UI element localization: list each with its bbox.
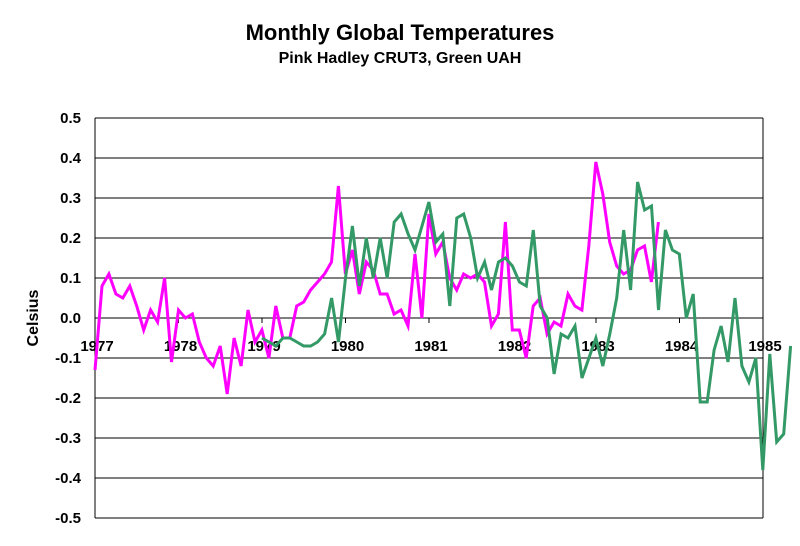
y-tick-label: 0.1 [60, 270, 81, 287]
y-tick-label: -0.4 [55, 470, 82, 487]
y-tick-label: 0.5 [60, 110, 81, 127]
gridlines [94, 117, 764, 519]
y-tick-label: 0.0 [60, 310, 81, 327]
y-tick-labels: 0.5 0.4 0.3 0.2 0.1 0.0 -0.1 -0.2 -0.3 -0.4 -0.5 [55, 110, 82, 527]
y-axis-title: Celsius [25, 289, 42, 346]
y-tick-label: -0.1 [55, 350, 81, 367]
x-tick-label: 1980 [331, 338, 364, 355]
y-tick-label: -0.5 [55, 510, 81, 527]
series-line-2 [261, 181, 793, 471]
y-tick-label: 0.3 [60, 190, 81, 207]
x-tick-labels: 1977 1978 1979 1980 1981 1982 1983 1984 1985 [80, 338, 781, 355]
x-tick-label: 1981 [414, 338, 447, 355]
y-tick-label: -0.3 [55, 430, 81, 447]
x-tick-label: 1984 [665, 338, 699, 355]
x-tick-label: 1985 [748, 338, 781, 355]
series-lines [93, 161, 793, 471]
y-tick-label: 0.2 [60, 230, 81, 247]
y-tick-label: 0.4 [60, 150, 82, 167]
y-tick-label: -0.2 [55, 390, 81, 407]
chart-subtitle: Pink Hadley CRUT3, Green UAH [278, 50, 522, 67]
chart-title: Monthly Global Temperatures [245, 20, 555, 45]
series-line-1 [93, 161, 660, 395]
